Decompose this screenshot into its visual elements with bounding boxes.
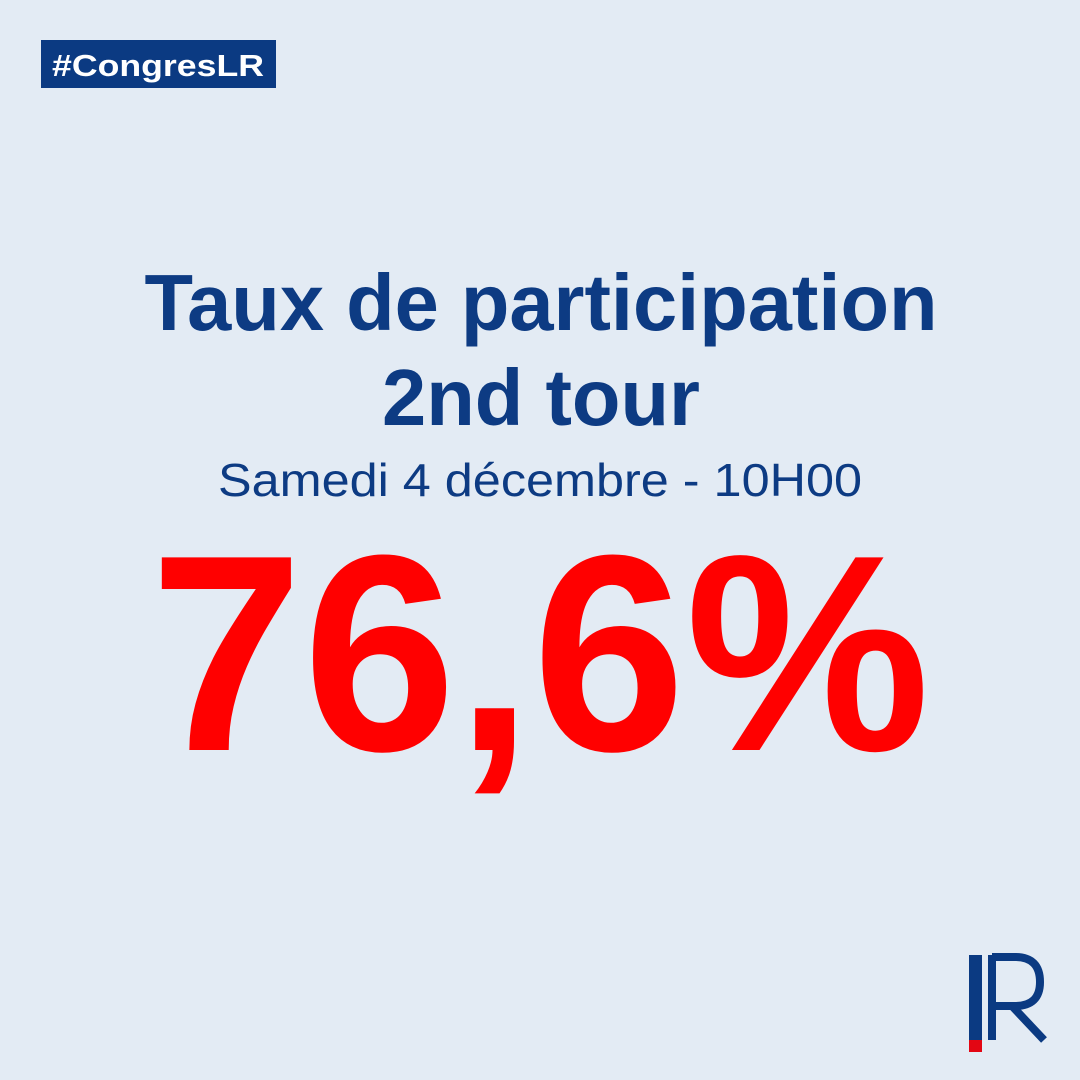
figure: 76,6%: [150, 498, 930, 810]
title-line-1: Taux de participation: [145, 258, 938, 347]
tag: #CongresLR: [52, 48, 264, 83]
title-line-2: 2nd tour: [382, 353, 700, 442]
logo-accent: [969, 1040, 982, 1052]
logo: [969, 953, 1047, 1052]
logo-bar: [969, 955, 982, 1040]
tag-box: [41, 40, 276, 88]
subtitle: Samedi 4 décembre - 10H00: [218, 454, 862, 506]
logo-r: [988, 953, 1047, 1043]
